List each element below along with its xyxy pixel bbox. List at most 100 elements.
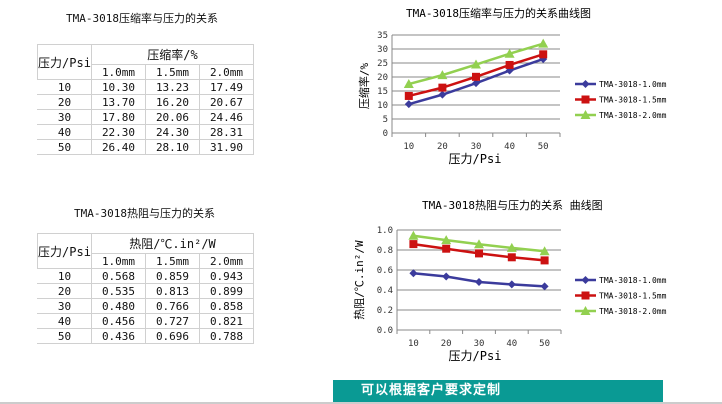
x-tick-label: 10 bbox=[403, 142, 414, 152]
legend-marker bbox=[581, 291, 590, 300]
legend-label: TMA-3018-1.0mm bbox=[599, 276, 667, 285]
y-tick-label: 0 bbox=[383, 129, 388, 139]
data-point bbox=[539, 50, 548, 59]
row-header: 压力/Psi bbox=[37, 233, 92, 269]
data-point bbox=[408, 230, 419, 240]
data-point bbox=[539, 246, 550, 256]
data-point bbox=[540, 282, 549, 291]
table-cell: 16.20 bbox=[145, 94, 200, 110]
x-tick-label: 40 bbox=[506, 339, 517, 349]
table-cell: 0.696 bbox=[145, 328, 200, 344]
data-point bbox=[438, 90, 447, 99]
y-tick-label: 15 bbox=[377, 87, 388, 97]
table-cell: 28.31 bbox=[199, 124, 254, 140]
table-cell: 24.30 bbox=[145, 124, 200, 140]
chart-title: TMA-3018压缩率与压力的关系曲线图 bbox=[406, 6, 591, 20]
data-point bbox=[507, 280, 516, 289]
x-tick-label: 30 bbox=[474, 339, 485, 349]
table-row: 50 26.40 28.10 31.90 bbox=[37, 139, 254, 155]
data-point bbox=[507, 253, 516, 262]
table-cell: 31.90 bbox=[199, 139, 254, 155]
data-point bbox=[409, 269, 418, 278]
y-tick-label: 5 bbox=[383, 115, 388, 125]
y-axis-label: 压缩率/% bbox=[357, 63, 371, 110]
x-axis-label: 压力/Psi bbox=[449, 349, 502, 363]
y-tick-label: 35 bbox=[377, 31, 388, 41]
data-point bbox=[437, 70, 448, 80]
x-tick-label: 50 bbox=[539, 339, 550, 349]
table-cell: 0.480 bbox=[91, 298, 146, 314]
data-point bbox=[472, 72, 480, 81]
y-tick-label: 20 bbox=[377, 73, 388, 83]
table-cell: 0.727 bbox=[145, 313, 200, 329]
data-point bbox=[404, 100, 413, 109]
bottom-divider bbox=[0, 402, 722, 404]
y-tick-label: 0.4 bbox=[377, 286, 393, 296]
y-tick-label: 10 bbox=[377, 101, 388, 111]
y-tick-label: 1.0 bbox=[377, 226, 393, 236]
x-tick-label: 50 bbox=[538, 142, 549, 152]
thermal-resistance-table: 压力/Psi 热阻/℃.in²/W 1.0mm 1.5mm 2.0mm 10 0.568 0.… bbox=[37, 233, 254, 344]
legend-label: TMA-3018-1.5mm bbox=[599, 96, 667, 105]
table-title-resistance: TMA-3018热阻与压力的关系 bbox=[74, 207, 215, 220]
legend-label: TMA-3018-1.5mm bbox=[599, 292, 667, 301]
customization-banner: 可以根据客户要求定制 bbox=[333, 380, 663, 402]
table-cell: 10.30 bbox=[91, 79, 146, 95]
compression-chart: TMA-3018压缩率与压力的关系曲线图 0 5 10 15 20 25 30 35 10 20 30… bbox=[357, 6, 667, 166]
row-header: 压力/Psi bbox=[37, 44, 92, 80]
table-row: 10 0.568 0.859 0.943 bbox=[37, 268, 254, 284]
y-tick-label: 0.6 bbox=[377, 266, 393, 276]
data-point bbox=[409, 240, 418, 249]
data-point bbox=[506, 242, 517, 252]
legend-label: TMA-3018-2.0mm bbox=[599, 307, 667, 316]
table-cell: 0.813 bbox=[145, 283, 200, 299]
table-row: 50 0.436 0.696 0.788 bbox=[37, 328, 254, 344]
data-point bbox=[475, 249, 483, 258]
data-point bbox=[438, 83, 447, 92]
data-point bbox=[504, 48, 515, 58]
data-point bbox=[540, 256, 549, 265]
y-tick-label: 25 bbox=[377, 59, 388, 69]
table-cell: 0.766 bbox=[145, 298, 200, 314]
table-cell: 0.899 bbox=[199, 283, 254, 299]
data-point bbox=[538, 38, 549, 48]
data-point bbox=[442, 272, 451, 281]
data-point bbox=[474, 239, 484, 249]
data-point bbox=[475, 278, 483, 286]
table-cell: 50 bbox=[37, 139, 92, 155]
table-cell: 0.859 bbox=[145, 268, 200, 284]
column-header: 2.0mm bbox=[199, 64, 254, 80]
legend-marker bbox=[581, 95, 590, 104]
legend-marker bbox=[581, 276, 590, 284]
y-tick-label: 0.8 bbox=[377, 246, 393, 256]
legend-marker bbox=[580, 110, 591, 119]
chart-title: TMA-3018热阻与压力的关系 曲线图 bbox=[422, 198, 603, 212]
y-tick-label: 0.0 bbox=[377, 326, 393, 336]
data-point bbox=[442, 244, 451, 253]
data-point bbox=[505, 60, 514, 69]
table-cell: 40 bbox=[37, 313, 92, 329]
compression-table: 压力/Psi 压缩率/% 1.0mm 1.5mm 2.0mm 10 10.30 13.23 17… bbox=[37, 44, 254, 155]
x-tick-label: 20 bbox=[437, 142, 448, 152]
data-point bbox=[403, 79, 414, 89]
table-cell: 0.456 bbox=[91, 313, 146, 329]
x-tick-label: 30 bbox=[471, 142, 482, 152]
table-row: 30 17.80 20.06 24.46 bbox=[37, 109, 254, 125]
table-cell: 24.46 bbox=[199, 109, 254, 125]
x-tick-label: 20 bbox=[441, 339, 452, 349]
table-cell: 0.788 bbox=[199, 328, 254, 344]
table-cell: 50 bbox=[37, 328, 92, 344]
data-point bbox=[441, 235, 452, 245]
data-point bbox=[471, 59, 481, 69]
y-tick-label: 30 bbox=[377, 45, 388, 55]
table-row: 20 0.535 0.813 0.899 bbox=[37, 283, 254, 299]
x-tick-label: 40 bbox=[504, 142, 515, 152]
table-row: 10 10.30 13.23 17.49 bbox=[37, 79, 254, 95]
data-point bbox=[404, 91, 413, 100]
legend-marker bbox=[581, 80, 590, 88]
table-row: 30 0.480 0.766 0.858 bbox=[37, 298, 254, 314]
y-axis-label: 热阻/℃.in²/W bbox=[353, 240, 366, 320]
table-cell: 17.80 bbox=[91, 109, 146, 125]
legend-label: TMA-3018-1.0mm bbox=[599, 80, 667, 89]
